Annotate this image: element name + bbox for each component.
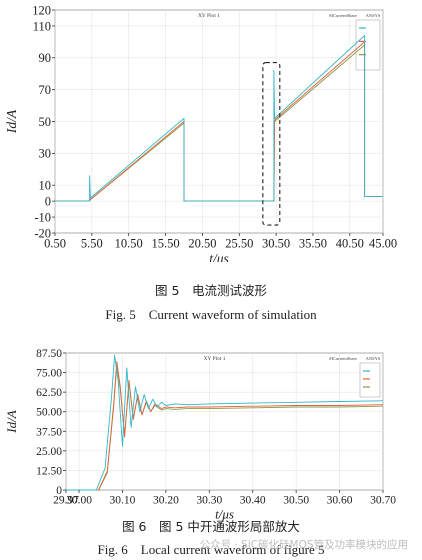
- x-tick-label: 35.50: [299, 237, 327, 251]
- x-tick-label: 30.10: [110, 495, 136, 507]
- brand-label: ANSYS: [366, 13, 381, 18]
- x-tick-label: 30.50: [283, 495, 309, 507]
- y-tick-label: 110: [33, 19, 51, 33]
- y-tick-label: 50.00: [36, 407, 62, 419]
- x-tick-label: 0.50: [44, 237, 66, 251]
- brand-sub-label: SICurrentShare: [329, 13, 357, 18]
- y-tick-label: 62.50: [36, 387, 62, 399]
- y-tick-label: 70: [39, 83, 52, 97]
- y-tick-label: 30: [39, 147, 52, 161]
- y-tick-label: 0: [56, 485, 62, 497]
- y-tick-label: 25.00: [36, 446, 62, 458]
- y-axis-label: Id/A: [4, 109, 19, 134]
- x-tick-label: 25.50: [225, 237, 253, 251]
- x-tick-label: 10.50: [115, 237, 143, 251]
- y-tick-label: 90: [39, 51, 52, 65]
- series-line-1: [66, 354, 384, 491]
- series-line-1: [55, 35, 383, 202]
- x-tick-label: 5.50: [81, 237, 103, 251]
- x-tick-label: 20.50: [188, 237, 216, 251]
- brand-sub-label: SICurrentShare: [329, 356, 357, 361]
- y-tick-label: 50: [39, 115, 52, 129]
- x-tick-label: 30.60: [327, 495, 353, 507]
- y-tick-label: -20: [34, 226, 51, 240]
- legend-box: [359, 362, 381, 398]
- y-tick-label: 75.00: [36, 368, 62, 380]
- x-tick-label: 30.70: [370, 495, 396, 507]
- fig6-caption-en: Fig. 6 Local current waveform of figure …: [97, 542, 325, 557]
- x-tick-label: 30.40: [240, 495, 266, 507]
- fig5-caption-cn: 图 5 电流测试波形: [155, 283, 267, 298]
- panel-title: XY Plot 1: [203, 356, 225, 362]
- x-tick-label: 15.50: [151, 237, 179, 251]
- y-tick-label: 0: [45, 195, 51, 209]
- y-tick-label: 37.50: [36, 426, 62, 438]
- figure-5: XY Plot 1 SICurrentShare ANSYS 0.50 5.50 10.5…: [4, 3, 397, 322]
- y-tick-label: -10: [34, 210, 51, 224]
- x-tick-label: 30.20: [153, 495, 179, 507]
- chart-fig5: XY Plot 1 SICurrentShare ANSYS 0.50 5.50 10.5…: [4, 3, 397, 262]
- x-tick-label: 29.97: [53, 495, 79, 507]
- y-tick-label: 12.50: [36, 465, 62, 477]
- x-tick-label: 45.00: [369, 237, 397, 251]
- x-tick-label: 30.00: [66, 495, 92, 507]
- y-axis-label: Id/A: [4, 410, 19, 433]
- watermark: 公众号 · SiC碳化硅MOS管及功率模块的应用: [199, 539, 408, 551]
- panel-title: XY Plot 1: [198, 13, 220, 19]
- fig6-caption-cn: 图 6 图 5 中开通波形局部放大: [122, 519, 300, 534]
- fig5-caption-en: Fig. 5 Current waveform of simulation: [105, 307, 317, 322]
- y-tick-label: 10: [39, 179, 52, 193]
- brand-label: ANSYS: [366, 356, 381, 361]
- x-tick-label: 30.50: [262, 237, 290, 251]
- x-axis-label: t/μs: [209, 251, 229, 262]
- x-tick-label: 30.30: [196, 495, 222, 507]
- x-tick-label: 40.50: [336, 237, 364, 251]
- x-axis-label: t/μs: [215, 507, 234, 522]
- figure-6: XY Plot 1 SICurrentShare ANSYS 29.97 30.00 30…: [0, 330, 422, 560]
- y-tick-label: 87.50: [36, 348, 62, 360]
- y-tick-label: 120: [32, 3, 51, 17]
- highlight-box: [262, 62, 281, 226]
